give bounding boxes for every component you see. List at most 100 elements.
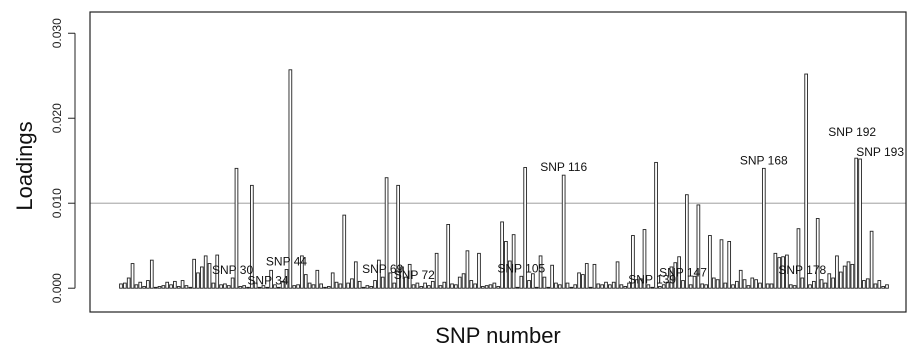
- bar-snp-126: [600, 284, 604, 289]
- bar-snp-121: [581, 274, 585, 289]
- bar-snp-160: [731, 284, 735, 289]
- bar-snp-25: [211, 282, 216, 289]
- bar-snp-88: [454, 284, 458, 289]
- bar-snp-172: [777, 257, 782, 289]
- bar-snp-191: [850, 263, 855, 289]
- bar-snp-97: [488, 284, 493, 289]
- bar-snp-109: [534, 286, 539, 289]
- bar-snp-13: [165, 281, 170, 289]
- y-tick-label: 0.000: [50, 273, 64, 303]
- bar-snp-90: [461, 273, 466, 289]
- bar-snp-189: [842, 265, 847, 289]
- bar-snp-134: [631, 235, 635, 289]
- bar-snp-151: [696, 204, 701, 289]
- bar-series: [119, 69, 889, 289]
- bar-snp-20: [192, 258, 196, 289]
- annotation-snp-139: SNP 139: [628, 272, 676, 286]
- y-tick-label: 0.010: [50, 188, 64, 218]
- bar-snp-6: [138, 281, 143, 289]
- annotation-snp-105: SNP 105: [497, 261, 545, 275]
- annotation-snp-193: SNP 193: [856, 145, 904, 159]
- bar-snp-55: [327, 286, 331, 289]
- bar-snp-96: [484, 285, 489, 289]
- bar-snp-82: [430, 280, 435, 289]
- bar-snp-113: [550, 264, 554, 289]
- bar-snp-187: [835, 255, 839, 289]
- bar-snp-192: [854, 157, 859, 289]
- bar-snp-7: [142, 286, 146, 289]
- bar-snp-106: [523, 167, 528, 289]
- bar-snp-2: [123, 282, 127, 289]
- bar-snp-111: [542, 276, 547, 289]
- bar-snp-31: [234, 167, 239, 289]
- bar-snp-127: [604, 281, 608, 289]
- bar-snp-30: [230, 277, 235, 289]
- bar-snp-190: [846, 261, 851, 289]
- bar-snp-131: [619, 284, 624, 289]
- bar-snp-38: [261, 285, 266, 289]
- bar-snp-170: [769, 283, 774, 289]
- bar-snp-102: [507, 260, 512, 289]
- bar-snp-184: [823, 282, 828, 289]
- bar-snp-46: [292, 285, 297, 289]
- bar-snp-157: [719, 239, 724, 289]
- bar-snp-176: [792, 285, 797, 289]
- bar-snp-49: [303, 274, 308, 289]
- bar-snp-24: [207, 263, 212, 289]
- bar-snp-86: [446, 224, 451, 289]
- bar-snp-181: [812, 280, 816, 289]
- bar-snp-125: [596, 283, 601, 289]
- bar-snp-40: [269, 269, 273, 289]
- bar-snp-180: [808, 284, 812, 289]
- bar-snp-76: [407, 263, 412, 289]
- bar-snp-26: [215, 254, 220, 289]
- annotation-snp-168: SNP 168: [740, 153, 788, 167]
- bar-snp-63: [357, 280, 362, 289]
- bar-snp-135: [634, 279, 639, 289]
- bar-snp-33: [242, 285, 247, 289]
- bar-snp-168: [761, 167, 766, 289]
- bar-snp-29: [226, 285, 231, 289]
- annotation-snp-116: SNP 116: [540, 160, 587, 174]
- bar-snp-114: [554, 282, 558, 289]
- bar-snp-195: [865, 278, 870, 289]
- y-axis-title: Loadings: [12, 121, 37, 210]
- bar-snp-50: [307, 282, 312, 289]
- bar-snp-84: [438, 285, 443, 289]
- bar-snp-154: [708, 235, 712, 289]
- bar-snp-136: [638, 278, 643, 289]
- bar-snp-27: [219, 284, 223, 289]
- bar-snp-17: [180, 280, 185, 289]
- bar-snp-178: [800, 277, 805, 289]
- bar-snp-200: [885, 284, 889, 289]
- bar-snp-75: [404, 276, 408, 289]
- bar-snp-108: [531, 273, 535, 289]
- bar-snp-64: [361, 286, 366, 289]
- bar-snp-68: [377, 259, 381, 289]
- annotation-snp-69: SNP 69: [362, 262, 403, 276]
- bar-snp-104: [515, 286, 520, 289]
- bar-snp-72: [392, 282, 397, 289]
- bar-snp-186: [831, 277, 835, 289]
- bar-snp-53: [319, 283, 323, 289]
- bar-snp-8: [146, 280, 150, 289]
- bar-snp-1: [119, 283, 123, 289]
- bar-snp-45: [288, 69, 293, 289]
- bar-snp-139: [650, 286, 655, 289]
- bar-snp-162: [738, 269, 743, 289]
- bar-snp-159: [727, 241, 732, 289]
- annotation-snp-44: SNP 44: [266, 255, 307, 269]
- bar-snp-60: [346, 282, 350, 289]
- bar-snp-117: [565, 282, 570, 289]
- bar-snp-183: [819, 279, 824, 289]
- bar-snp-182: [815, 218, 820, 289]
- bar-snp-169: [765, 283, 770, 289]
- bar-snp-103: [511, 234, 516, 289]
- bar-snp-132: [623, 286, 628, 289]
- bar-snp-43: [280, 280, 285, 289]
- bar-snp-100: [500, 221, 504, 289]
- bar-snp-4: [130, 263, 135, 289]
- bar-snp-143: [665, 281, 670, 289]
- bar-snp-120: [577, 272, 581, 289]
